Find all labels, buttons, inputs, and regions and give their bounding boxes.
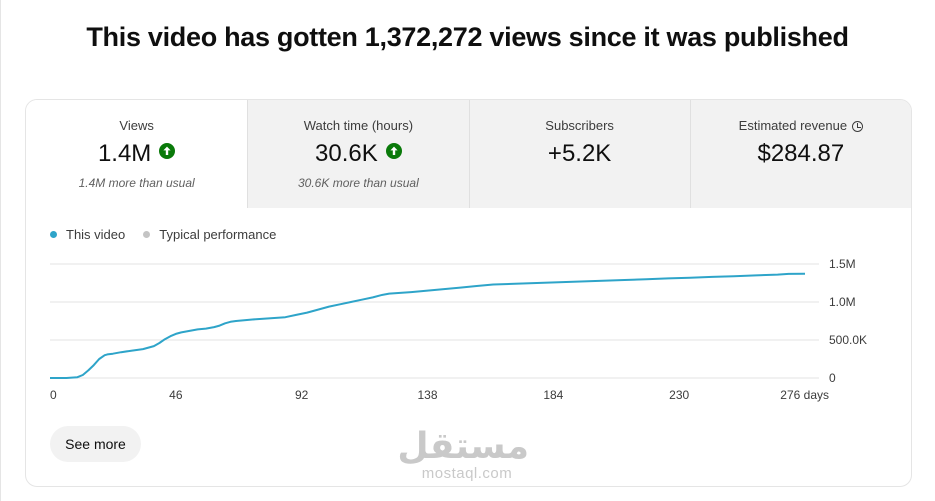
arrow-up-circle-icon <box>385 143 402 159</box>
clock-icon <box>852 121 864 132</box>
metric-tab-watch-time[interactable]: Watch time (hours) 30.6K 30.6K more than… <box>247 100 469 208</box>
x-tick-label: 184 <box>543 388 563 402</box>
metric-label: Estimated revenue <box>738 118 848 133</box>
x-tick-label: 230 <box>669 388 689 402</box>
legend-label: Typical performance <box>159 227 277 242</box>
metric-value-wrap: 1.4M <box>26 140 247 168</box>
metric-label: Watch time (hours) <box>303 118 414 133</box>
metric-label: Subscribers <box>545 118 614 133</box>
metric-value: +5.2K <box>547 140 612 167</box>
metric-tab-revenue[interactable]: Estimated revenue $284.87 <box>689 100 911 208</box>
metric-comparison: 1.4M more than usual <box>78 176 195 190</box>
metric-label-wrap: Estimated revenue <box>691 118 911 133</box>
metric-comparison: 30.6K more than usual <box>298 176 419 190</box>
metric-value: $284.87 <box>757 140 845 167</box>
watermark: مستقل mostaql.com <box>397 426 529 490</box>
watermark-logo: مستقل <box>397 426 529 467</box>
metric-tab-views[interactable]: Views 1.4M 1.4M more than usual <box>26 100 248 208</box>
legend-dot-icon <box>143 231 151 238</box>
see-more-button[interactable]: See more <box>50 426 141 462</box>
x-tick-label: 138 <box>417 388 437 402</box>
y-tick-label: 1.0M <box>829 295 856 309</box>
metric-tabs: Views 1.4M 1.4M more than usual Watch ti… <box>26 100 911 208</box>
x-tick-label: 276 days <box>780 388 829 402</box>
arrow-up-circle-icon <box>159 143 176 159</box>
y-tick-label: 0 <box>829 371 836 385</box>
legend-dot-icon <box>50 231 57 238</box>
analytics-card: Views 1.4M 1.4M more than usual Watch ti… <box>25 99 912 487</box>
legend-label: This video <box>66 227 126 242</box>
metric-value: 30.6K <box>315 140 378 167</box>
legend-item-this-video: This video <box>50 227 125 242</box>
chart-legend: This video Typical performance <box>50 227 294 242</box>
watermark-url: mostaql.com <box>421 465 513 482</box>
x-tick-label: 92 <box>295 388 309 402</box>
y-tick-label: 1.5M <box>829 257 856 271</box>
page-edge <box>0 0 1 501</box>
metric-value: 1.4M <box>97 140 152 167</box>
series-line-this-video <box>50 272 806 379</box>
page-title: This video has gotten 1,372,272 views si… <box>86 22 849 52</box>
views-line-chart: 0 500.0K 1.0M 1.5M 0 46 92 138 184 230 276 days <box>50 257 867 402</box>
metric-value-wrap: 30.6K <box>248 140 468 168</box>
legend-item-typical: Typical performance <box>143 227 276 242</box>
metric-tab-subscribers[interactable]: Subscribers +5.2K <box>468 100 690 208</box>
y-tick-label: 500.0K <box>829 333 867 347</box>
x-tick-label: 46 <box>169 388 183 402</box>
metric-label: Views <box>119 118 154 133</box>
x-tick-label: 0 <box>50 388 57 402</box>
